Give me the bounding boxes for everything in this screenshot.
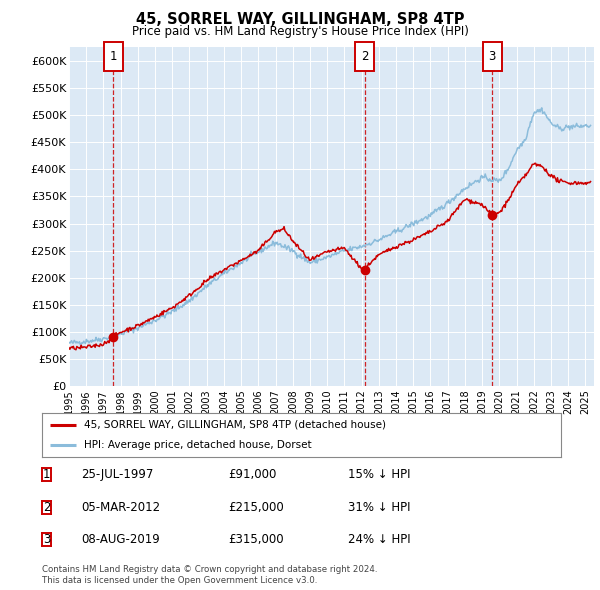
- Text: 05-MAR-2012: 05-MAR-2012: [81, 501, 160, 514]
- Text: 1: 1: [109, 50, 117, 63]
- Text: 08-AUG-2019: 08-AUG-2019: [81, 533, 160, 546]
- Bar: [355, 42, 374, 71]
- Bar: [104, 42, 123, 71]
- Text: 25-JUL-1997: 25-JUL-1997: [81, 468, 154, 481]
- Text: 45, SORREL WAY, GILLINGHAM, SP8 4TP: 45, SORREL WAY, GILLINGHAM, SP8 4TP: [136, 12, 464, 27]
- Text: 2: 2: [43, 501, 50, 514]
- Text: 2: 2: [361, 50, 368, 63]
- Text: Price paid vs. HM Land Registry's House Price Index (HPI): Price paid vs. HM Land Registry's House …: [131, 25, 469, 38]
- Text: HPI: Average price, detached house, Dorset: HPI: Average price, detached house, Dors…: [83, 440, 311, 450]
- Text: £315,000: £315,000: [228, 533, 284, 546]
- Text: Contains HM Land Registry data © Crown copyright and database right 2024.
This d: Contains HM Land Registry data © Crown c…: [42, 565, 377, 585]
- Text: 1: 1: [43, 468, 50, 481]
- Text: 45, SORREL WAY, GILLINGHAM, SP8 4TP (detached house): 45, SORREL WAY, GILLINGHAM, SP8 4TP (det…: [83, 420, 386, 430]
- Text: 15% ↓ HPI: 15% ↓ HPI: [348, 468, 410, 481]
- Text: 3: 3: [43, 533, 50, 546]
- Text: 3: 3: [488, 50, 496, 63]
- Text: 31% ↓ HPI: 31% ↓ HPI: [348, 501, 410, 514]
- Text: £215,000: £215,000: [228, 501, 284, 514]
- Bar: [483, 42, 502, 71]
- Text: 24% ↓ HPI: 24% ↓ HPI: [348, 533, 410, 546]
- Text: £91,000: £91,000: [228, 468, 277, 481]
